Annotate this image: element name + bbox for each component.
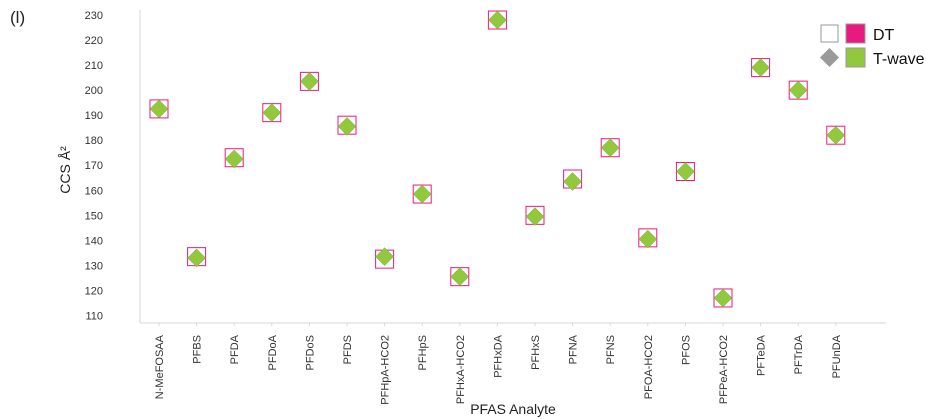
- t-wave-point: [224, 149, 244, 169]
- t-wave-point: [488, 10, 507, 30]
- x-tick-label: PFOS: [680, 335, 692, 365]
- legend-dt-swatch: [845, 23, 866, 44]
- x-tick-label: PFTrDA: [793, 334, 805, 374]
- x-tick-label: PFPeA-HCO2: [718, 335, 730, 404]
- t-wave-point: [450, 267, 470, 287]
- x-tick-label: PFDoS: [304, 335, 316, 370]
- y-tick-label: 210: [85, 60, 103, 72]
- axes: [139, 10, 886, 326]
- x-tick-label: PFHxA-HCO2: [455, 335, 467, 404]
- t-wave-point: [600, 138, 620, 158]
- t-wave-point: [676, 162, 695, 181]
- x-tick-label: PFNA: [568, 334, 580, 364]
- t-wave-point: [713, 288, 733, 308]
- x-tick-label: N-MeFOSAA: [154, 334, 166, 399]
- x-tick-label: PFDoA: [267, 334, 279, 370]
- t-wave-point: [826, 125, 846, 145]
- legend-t-wave-swatch: [845, 47, 866, 68]
- x-tick-label: PFDS: [342, 335, 354, 364]
- t-wave-point: [300, 72, 319, 91]
- legend: DT T-wave: [820, 23, 925, 68]
- x-tick-label: PFUnDA: [831, 334, 843, 378]
- y-tick-label: 220: [85, 35, 103, 47]
- y-tick-label: 150: [85, 210, 103, 222]
- legend-t-wave-label: T-wave: [873, 51, 925, 68]
- y-tick-label: 230: [85, 10, 103, 22]
- t-wave-point: [412, 184, 432, 204]
- y-tick-label: 120: [85, 285, 103, 297]
- x-axis-title: PFAS Analyte: [470, 401, 556, 417]
- t-wave-point: [638, 229, 658, 249]
- y-tick-labels: 110 120 130 140 150 160 170 180 190 200 210 220 230: [85, 10, 103, 322]
- x-tick-label: PFHxS: [530, 335, 542, 370]
- t-wave-point: [563, 172, 582, 191]
- t-wave-point: [788, 80, 808, 100]
- t-wave-point: [337, 117, 357, 136]
- y-tick-label: 110: [85, 310, 103, 322]
- legend-dt-label: DT: [873, 27, 895, 44]
- y-tick-label: 170: [85, 160, 103, 172]
- x-tick-label: PFHpS: [417, 335, 429, 370]
- t-wave-series: [149, 10, 846, 308]
- y-axis-title: CCS Å²: [57, 146, 73, 194]
- x-tick-label: PFDA: [229, 334, 241, 364]
- panel-label: (l): [10, 8, 26, 27]
- y-tick-label: 160: [85, 185, 103, 197]
- legend-dt-outline-marker: [820, 24, 839, 43]
- x-tick-label: PFTeDA: [756, 334, 768, 376]
- t-wave-point: [751, 58, 770, 77]
- t-wave-point: [525, 207, 545, 226]
- x-tick-label: PFHpA-HCO2: [380, 335, 392, 405]
- x-tick-labels: N-MeFOSAA PFBS PFDA PFDoA PFDoS PFDS PFHpA-HCO…: [154, 334, 843, 404]
- x-tick-label: PFBS: [192, 335, 204, 364]
- x-tick-label: PFNS: [605, 335, 617, 364]
- y-tick-label: 130: [85, 260, 103, 272]
- legend-t-wave-diamond-marker: [820, 48, 839, 67]
- t-wave-point: [187, 248, 206, 268]
- y-tick-label: 180: [85, 135, 103, 147]
- x-tick-label: PFHxDA: [492, 334, 504, 377]
- y-tick-label: 200: [85, 85, 103, 97]
- x-tick-label: PFOA-HCO2: [643, 335, 655, 399]
- dt-series: [149, 10, 846, 308]
- t-wave-point: [149, 99, 169, 119]
- y-tick-label: 140: [85, 235, 103, 247]
- t-wave-point: [375, 247, 394, 266]
- y-tick-label: 190: [85, 110, 103, 122]
- t-wave-point: [262, 103, 282, 123]
